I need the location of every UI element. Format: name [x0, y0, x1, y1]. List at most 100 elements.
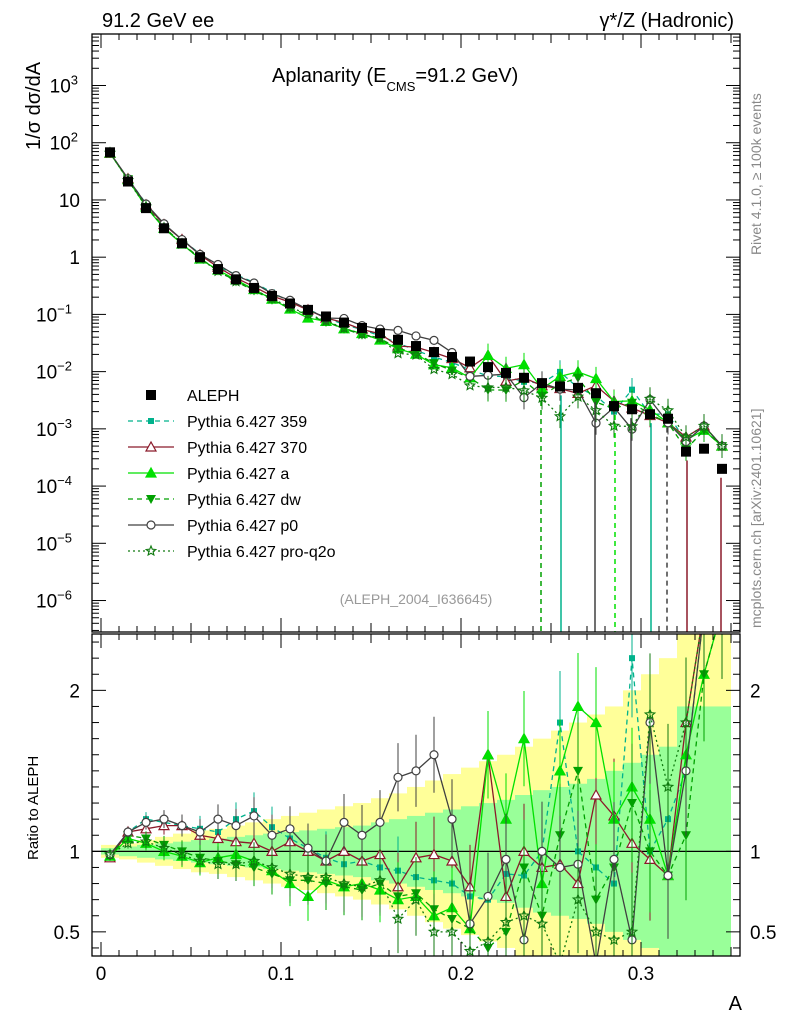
marker	[589, 372, 603, 384]
aleph-points-group	[105, 147, 727, 632]
marker	[373, 873, 387, 886]
marker	[427, 925, 441, 938]
marker	[159, 814, 169, 824]
y-tick-label: 10−1	[36, 301, 72, 326]
marker	[146, 520, 156, 530]
marker	[193, 854, 207, 867]
marker	[481, 349, 495, 361]
marker	[607, 933, 621, 946]
marker	[321, 311, 331, 322]
marker	[553, 764, 567, 776]
y-axis-label-top: 1/σ dσ/dA	[23, 61, 45, 150]
y-tick-label: 1	[69, 248, 80, 269]
marker	[445, 925, 459, 938]
marker	[447, 352, 457, 363]
y-tick-label: 10	[59, 191, 80, 212]
marker	[681, 446, 691, 457]
legend-label: Pythia 6.427 a	[187, 466, 289, 483]
marker	[447, 366, 457, 376]
marker	[249, 282, 259, 293]
marker	[573, 382, 583, 393]
marker	[589, 403, 603, 416]
marker	[391, 346, 405, 359]
ratio-panel-frame	[91, 633, 741, 957]
legend-label: Pythia 6.427 370	[187, 440, 307, 457]
top-panel-frame	[91, 33, 741, 633]
marker	[571, 700, 585, 712]
marker	[211, 857, 225, 870]
marker	[589, 788, 603, 800]
x-axis-label: A	[729, 993, 743, 1015]
marker	[499, 380, 513, 393]
marker	[265, 861, 279, 873]
legend-label: Pythia 6.427 pro-q2o	[187, 544, 336, 561]
marker	[625, 420, 639, 432]
ratio-y-tick-label: 0.5	[54, 923, 80, 944]
marker	[103, 848, 117, 860]
marker	[339, 817, 349, 827]
marker	[429, 347, 439, 358]
marker	[157, 841, 171, 854]
marker	[535, 391, 549, 404]
marker	[573, 766, 583, 776]
marker	[519, 863, 529, 873]
marker	[195, 827, 205, 837]
marker	[391, 912, 405, 925]
marker	[483, 362, 493, 373]
series-line	[109, 152, 723, 451]
marker	[627, 799, 637, 809]
marker	[481, 748, 495, 760]
marker	[700, 606, 708, 614]
legend: ALEPH Pythia 6.427 359 Pythia 6.427 370 Pyt…	[128, 388, 336, 561]
marker	[146, 390, 156, 400]
aleph-data-points	[105, 147, 727, 632]
marker	[231, 820, 241, 831]
ratio-y-tick-label: 1	[69, 842, 80, 863]
marker	[123, 176, 133, 187]
y-tick-label: 10−5	[36, 530, 72, 555]
y-tick-label: 10−3	[36, 416, 72, 441]
y-axis-label-ratio: Ratio to ALEPH	[25, 756, 42, 860]
marker	[285, 298, 295, 309]
legend-entry: Pythia 6.427 370	[128, 440, 307, 457]
legend-label: ALEPH	[187, 388, 239, 405]
marker	[427, 362, 441, 375]
marker	[144, 440, 158, 452]
marker	[465, 356, 475, 367]
marker	[105, 147, 115, 158]
marker	[571, 893, 585, 905]
marker	[571, 390, 585, 402]
marker	[699, 605, 709, 614]
marker	[517, 384, 531, 396]
marker	[519, 372, 529, 383]
ratio-y-tick-label-right: 0.5	[750, 923, 776, 944]
marker	[211, 832, 225, 844]
marker	[123, 827, 133, 837]
marker	[447, 814, 457, 824]
ratio-y-tick-label: 2	[69, 681, 80, 702]
series-line	[109, 634, 702, 901]
marker	[355, 880, 369, 892]
marker	[283, 867, 297, 880]
marker	[517, 909, 531, 921]
marker	[645, 847, 655, 857]
marker	[661, 403, 675, 416]
marker	[717, 605, 727, 614]
marker	[719, 607, 725, 613]
marker	[301, 870, 315, 883]
band-inner	[695, 706, 713, 956]
series-line	[109, 152, 723, 447]
marker	[411, 766, 421, 776]
marker	[121, 836, 135, 849]
marker	[663, 870, 673, 881]
marker	[679, 430, 693, 443]
marker	[303, 304, 313, 315]
marker	[643, 708, 657, 720]
marker	[535, 917, 549, 929]
marker	[393, 334, 403, 345]
marker	[213, 814, 223, 824]
marker	[247, 854, 261, 867]
marker	[144, 544, 158, 557]
marker	[718, 606, 726, 614]
